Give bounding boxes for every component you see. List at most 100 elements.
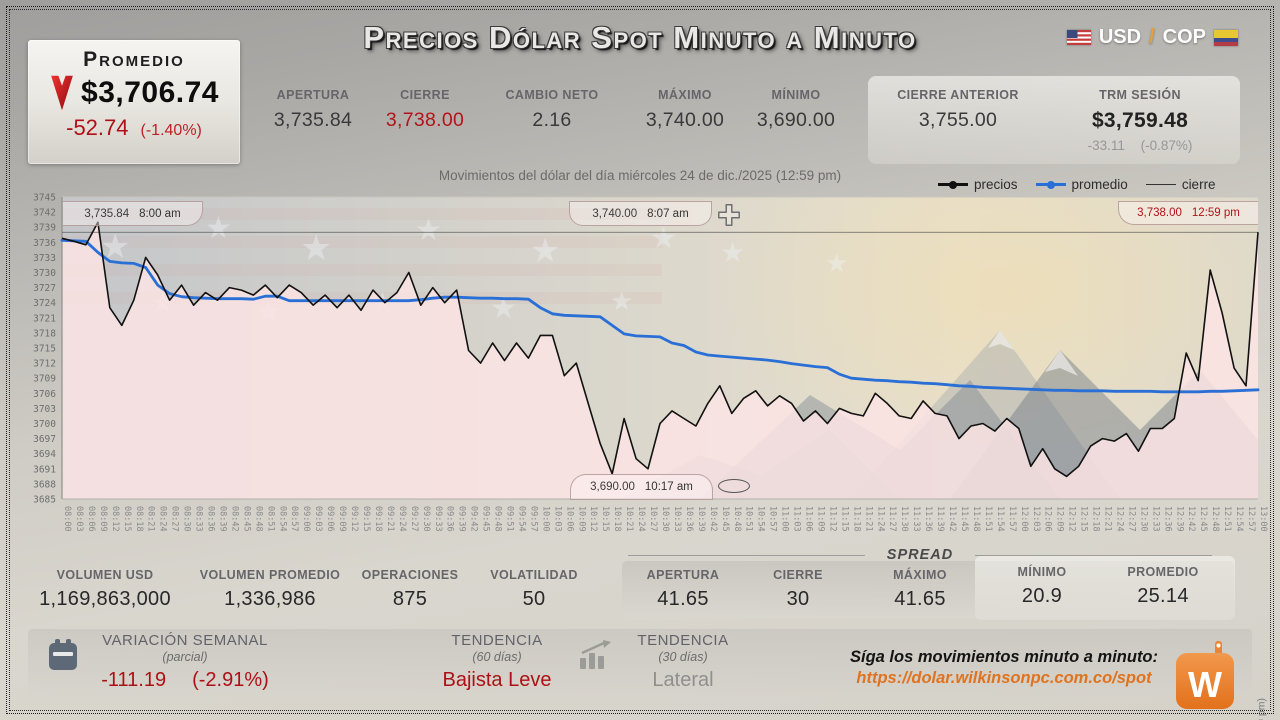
spread-divider-left [628, 555, 865, 556]
svg-text:08:09: 08:09 [98, 506, 108, 532]
svg-text:3727: 3727 [33, 283, 56, 294]
svg-text:3706: 3706 [33, 389, 56, 400]
down-arrow-icon [51, 75, 73, 111]
svg-text:09:36: 09:36 [445, 506, 455, 532]
svg-text:10:24: 10:24 [636, 506, 646, 532]
svg-text:08:45: 08:45 [241, 506, 251, 532]
svg-text:08:27: 08:27 [170, 506, 180, 532]
svg-text:11:15: 11:15 [839, 506, 849, 532]
svg-text:08:30: 08:30 [182, 506, 192, 532]
bottom-band [28, 629, 1252, 697]
annotation-max: 3,740.00 8:07 am [569, 201, 712, 226]
svg-text:08:03: 08:03 [74, 506, 84, 532]
svg-text:11:12: 11:12 [827, 506, 837, 532]
svg-text:12:18: 12:18 [1091, 506, 1101, 532]
spread-cierre: CIERRE 30 [773, 568, 823, 610]
svg-text:12:33: 12:33 [1150, 506, 1160, 532]
svg-text:12:24: 12:24 [1114, 506, 1124, 532]
svg-text:10:45: 10:45 [720, 506, 730, 532]
variacion-semanal-block: VARIACIÓN SEMANAL (parcial) -111.19 (-2.… [101, 632, 269, 691]
svg-text:08:06: 08:06 [86, 506, 96, 532]
svg-text:10:36: 10:36 [684, 506, 694, 532]
stat-volatilidad: VOLATILIDAD 50 [490, 568, 578, 610]
stat-cambio-neto: CAMBIO NETO 2.16 [505, 88, 599, 131]
svg-text:09:12: 09:12 [349, 506, 359, 532]
svg-text:09:30: 09:30 [421, 506, 431, 532]
stat-volumen-promedio: VOLUMEN PROMEDIO 1,336,986 [199, 568, 341, 610]
svg-text:10:33: 10:33 [672, 506, 682, 532]
svg-text:08:36: 08:36 [206, 506, 216, 532]
wilkinsonpc-logo[interactable]: W [1176, 641, 1234, 709]
svg-text:09:54: 09:54 [516, 506, 526, 532]
svg-text:11:27: 11:27 [887, 506, 897, 532]
spread-title: SPREAD [886, 547, 954, 563]
calendar-icon [49, 639, 77, 670]
svg-text:08:18: 08:18 [134, 506, 144, 532]
svg-text:09:24: 09:24 [397, 506, 407, 532]
tendencia-30-value: Lateral [652, 669, 714, 691]
svg-text:11:00: 11:00 [780, 506, 790, 532]
svg-text:11:42: 11:42 [947, 506, 957, 532]
svg-text:10:21: 10:21 [624, 506, 634, 532]
legend-item-precios[interactable]: precios [938, 177, 1018, 192]
promedio-summary-card: Promedio $3,706.74 -52.74 (-1.40%) [28, 40, 240, 164]
svg-text:09:42: 09:42 [469, 506, 479, 532]
svg-text:09:21: 09:21 [385, 506, 395, 532]
svg-text:08:51: 08:51 [265, 506, 275, 532]
svg-text:08:00: 08:00 [62, 506, 72, 532]
promedio-line-marker [1035, 180, 1066, 189]
svg-text:12:09: 12:09 [1055, 506, 1065, 532]
svg-text:09:48: 09:48 [493, 506, 503, 532]
svg-text:3700: 3700 [33, 419, 56, 430]
svg-text:12:36: 12:36 [1162, 506, 1172, 532]
promedio-label: Promedio [83, 48, 185, 71]
spread-divider-right [975, 555, 1212, 556]
svg-text:08:33: 08:33 [194, 506, 204, 532]
svg-text:W: W [1188, 664, 1222, 705]
follow-link[interactable]: https://dolar.wilkinsonpc.com.co/spot [856, 669, 1152, 687]
svg-text:11:30: 11:30 [899, 506, 909, 532]
us-flag-icon [1066, 30, 1091, 45]
svg-text:08:57: 08:57 [289, 506, 299, 532]
spread-minimo: MÍNIMO 20.9 [1017, 565, 1067, 607]
svg-text:09:33: 09:33 [433, 506, 443, 532]
follow-text: Síga los movimientos minuto a minuto: [849, 648, 1159, 666]
currency-pair: USD / COP [1066, 26, 1238, 49]
cierre-line-marker [1145, 183, 1176, 186]
timestamp-side-note: 24 de diciembre (1:20 pm) [1256, 698, 1268, 720]
chart-plot-area[interactable] [62, 197, 1258, 499]
svg-text:3691: 3691 [33, 464, 56, 475]
spread-maximo: MÁXIMO 41.65 [893, 568, 947, 610]
svg-text:11:18: 11:18 [851, 506, 861, 532]
svg-text:10:39: 10:39 [696, 506, 706, 532]
oval-marker-icon [718, 479, 750, 493]
tendencia-60-block: TENDENCIA (60 días) Bajista Leve [442, 632, 552, 691]
svg-text:10:06: 10:06 [564, 506, 574, 532]
annotation-open: 3,735.84 8:00 am [63, 201, 203, 226]
svg-text:09:09: 09:09 [337, 506, 347, 532]
svg-text:12:06: 12:06 [1043, 506, 1053, 532]
svg-text:12:45: 12:45 [1198, 506, 1208, 532]
svg-text:10:03: 10:03 [552, 506, 562, 532]
crosshair-plus-icon [718, 204, 740, 226]
pair-base: USD [1098, 26, 1142, 48]
variacion-value: -111.19 [101, 669, 167, 691]
svg-text:11:51: 11:51 [983, 506, 993, 532]
svg-text:12:00: 12:00 [1019, 506, 1029, 532]
svg-text:08:39: 08:39 [217, 506, 227, 532]
legend-item-cierre[interactable]: cierre [1145, 177, 1216, 192]
legend-item-promedio[interactable]: promedio [1035, 177, 1128, 192]
svg-text:08:42: 08:42 [229, 506, 239, 532]
svg-text:09:45: 09:45 [481, 506, 491, 532]
svg-text:11:48: 11:48 [971, 506, 981, 532]
svg-text:11:21: 11:21 [863, 506, 873, 532]
svg-text:11:06: 11:06 [804, 506, 814, 532]
svg-text:10:18: 10:18 [612, 506, 622, 532]
svg-text:11:54: 11:54 [995, 506, 1005, 532]
svg-text:3733: 3733 [33, 253, 56, 264]
svg-text:09:57: 09:57 [528, 506, 538, 532]
svg-text:12:30: 12:30 [1138, 506, 1148, 532]
svg-text:12:57: 12:57 [1246, 506, 1256, 532]
variacion-pct: (-2.91%) [192, 669, 269, 691]
